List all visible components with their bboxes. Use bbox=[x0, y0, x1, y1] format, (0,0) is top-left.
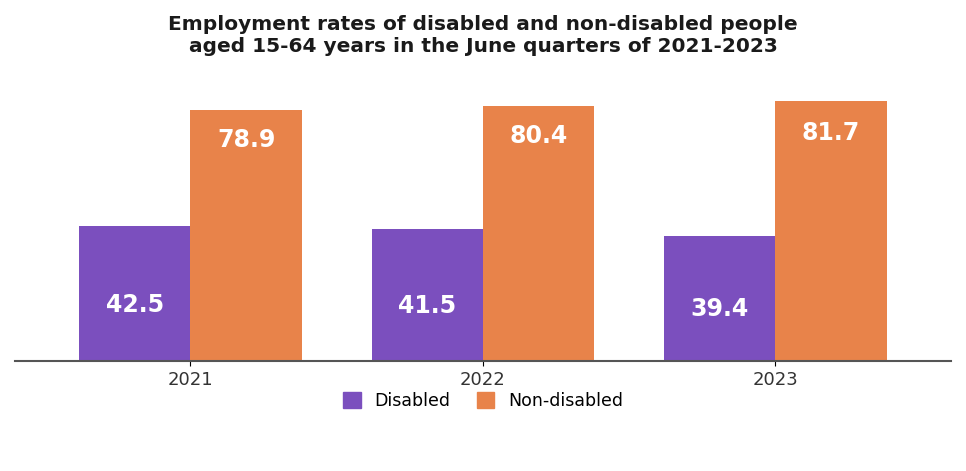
Bar bbox=[776, 101, 887, 361]
Text: 81.7: 81.7 bbox=[802, 121, 860, 145]
Title: Employment rates of disabled and non-disabled people
aged 15-64 years in the Jun: Employment rates of disabled and non-dis… bbox=[168, 15, 798, 56]
Bar bbox=[483, 106, 594, 361]
Bar bbox=[79, 226, 190, 361]
Text: 42.5: 42.5 bbox=[106, 292, 164, 317]
Text: 41.5: 41.5 bbox=[398, 294, 457, 318]
Legend: Disabled, Non-disabled: Disabled, Non-disabled bbox=[336, 385, 630, 417]
Text: 80.4: 80.4 bbox=[509, 124, 568, 148]
Text: 78.9: 78.9 bbox=[217, 129, 275, 153]
Bar bbox=[665, 236, 776, 361]
Bar bbox=[372, 229, 483, 361]
Text: 39.4: 39.4 bbox=[691, 297, 749, 321]
Bar bbox=[190, 110, 301, 361]
